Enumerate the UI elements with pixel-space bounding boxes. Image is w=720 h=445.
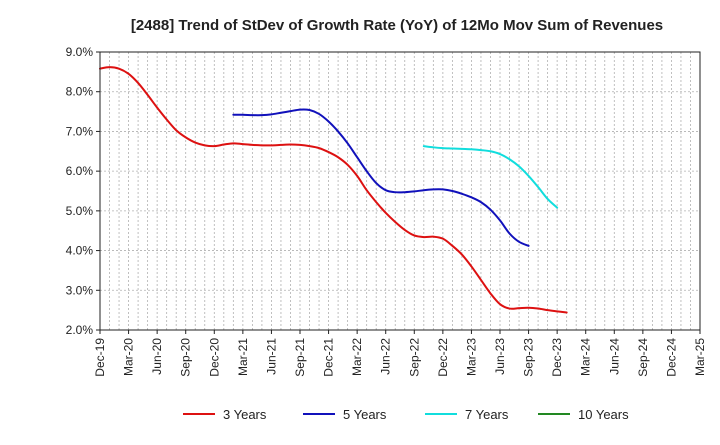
y-tick-label: 8.0%: [66, 85, 94, 99]
x-tick-label: Jun-21: [264, 338, 278, 375]
x-tick-label: Jun-24: [607, 338, 621, 375]
x-tick-label: Dec-21: [322, 338, 336, 377]
x-tick-label: Jun-22: [379, 338, 393, 375]
x-tick-label: Sep-21: [293, 338, 307, 377]
series-line-5-years: [232, 108, 530, 247]
y-tick-label: 4.0%: [66, 244, 94, 258]
grid-lines: [100, 52, 700, 330]
legend-label-7-years: 7 Years: [465, 407, 509, 422]
plot-frame: [99, 51, 701, 331]
chart-title: [2488] Trend of StDev of Growth Rate (Yo…: [131, 17, 663, 34]
series-line-7-years: [422, 145, 559, 209]
y-tick-label: 9.0%: [66, 45, 94, 59]
legend-label-3-years: 3 Years: [223, 407, 267, 422]
x-tick-label: Dec-19: [93, 338, 107, 377]
x-tick-label: Mar-24: [579, 338, 593, 376]
y-tick-label: 5.0%: [66, 204, 94, 218]
legend-label-10-years: 10 Years: [578, 407, 629, 422]
x-tick-label: Dec-23: [550, 338, 564, 377]
x-tick-label: Sep-24: [636, 338, 650, 377]
x-tick-label: Mar-21: [236, 338, 250, 376]
y-tick-label: 6.0%: [66, 164, 94, 178]
y-tick-label: 7.0%: [66, 124, 94, 138]
plot-background: [100, 52, 700, 330]
series-line-3-years: [99, 66, 568, 314]
x-tick-label: Mar-25: [693, 338, 707, 376]
x-tick-label: Sep-22: [407, 338, 421, 377]
y-tick-label: 2.0%: [66, 323, 94, 337]
x-tick-label: Mar-23: [464, 338, 478, 376]
x-tick-label: Jun-23: [493, 338, 507, 375]
x-tick-label: Sep-23: [522, 338, 536, 377]
y-tick-label: 3.0%: [66, 283, 94, 297]
x-tick-label: Sep-20: [179, 338, 193, 377]
x-tick-label: Mar-20: [122, 338, 136, 376]
series-lines: [99, 66, 568, 314]
legend: 3 Years 5 Years 7 Years 10 Years: [183, 407, 629, 422]
x-tick-label: Mar-22: [350, 338, 364, 376]
x-tick-label: Jun-20: [150, 338, 164, 375]
x-tick-label: Dec-20: [207, 338, 221, 377]
legend-label-5-years: 5 Years: [343, 407, 387, 422]
x-tick-label: Dec-22: [436, 338, 450, 377]
y-axis-ticks: 9.0% 8.0% 7.0% 6.0% 5.0% 4.0% 3.0% 2.0%: [66, 45, 100, 337]
x-tick-label: Dec-24: [664, 338, 678, 377]
x-axis-ticks: Dec-19 Mar-20 Jun-20 Sep-20 Dec-20 Mar-21 Jun-…: [93, 330, 707, 377]
